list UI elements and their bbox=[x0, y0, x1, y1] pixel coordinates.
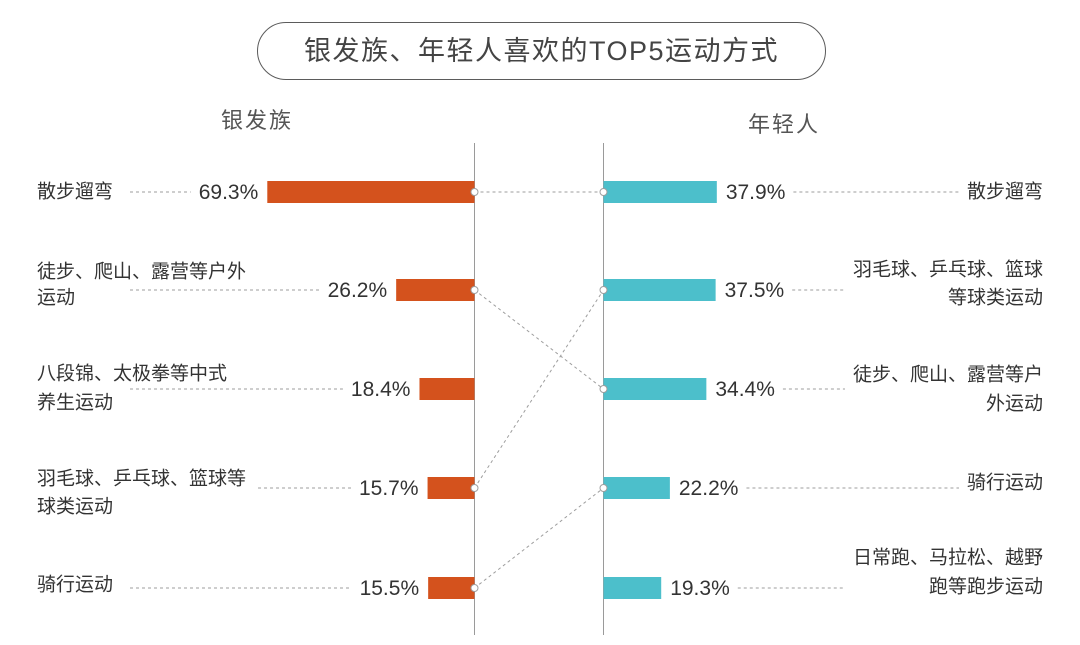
senior-bar bbox=[396, 279, 475, 301]
youth-category-label: 徒步、爬山、露营等户 bbox=[853, 364, 1043, 386]
connector-dots bbox=[470, 188, 608, 592]
senior-category-label: 八段锦、太极拳等中式 bbox=[37, 363, 227, 385]
chart-title-pill: 银发族、年轻人喜欢的TOP5运动方式 bbox=[257, 22, 826, 80]
senior-value-number: 15.5 bbox=[360, 577, 401, 600]
senior-connector-dot bbox=[470, 286, 479, 294]
senior-connector-dot bbox=[470, 484, 479, 492]
senior-value-unit: % bbox=[392, 378, 411, 401]
youth-bar bbox=[603, 378, 707, 400]
youth-value-unit: % bbox=[711, 577, 730, 600]
youth-category-label: 散步遛弯 bbox=[967, 181, 1043, 203]
senior-category-label: 球类运动 bbox=[37, 496, 113, 518]
senior-value-unit: % bbox=[400, 477, 419, 500]
senior-value-label: 69.3% bbox=[199, 181, 259, 204]
senior-bar bbox=[427, 477, 475, 499]
youth-value-unit: % bbox=[767, 181, 786, 204]
youth-value-label: 34.4% bbox=[715, 378, 775, 401]
senior-bar bbox=[419, 378, 475, 400]
youth-connector-dot bbox=[599, 286, 608, 294]
senior-value-unit: % bbox=[240, 181, 259, 204]
senior-category-label: 羽毛球、乒乓球、篮球等 bbox=[37, 468, 246, 490]
connector-line bbox=[474, 289, 604, 390]
senior-panel-header: 银发族 bbox=[220, 108, 293, 133]
axes bbox=[474, 143, 604, 635]
youth-value-number: 34.4 bbox=[715, 378, 756, 401]
senior-value-label: 26.2% bbox=[328, 279, 388, 302]
youth-value-label: 37.9% bbox=[726, 181, 786, 204]
senior-value-number: 15.7 bbox=[359, 477, 400, 500]
youth-bar bbox=[603, 477, 670, 499]
senior-category-label: 运动 bbox=[37, 287, 75, 309]
chart-title: 银发族、年轻人喜欢的TOP5运动方式 bbox=[303, 35, 780, 66]
bars bbox=[267, 181, 717, 599]
youth-value-number: 19.3 bbox=[670, 577, 711, 600]
senior-connector-dot bbox=[470, 188, 479, 196]
youth-bar bbox=[603, 279, 716, 301]
senior-category-label: 散步遛弯 bbox=[37, 181, 113, 203]
senior-bar bbox=[428, 577, 475, 599]
youth-value-label: 22.2% bbox=[679, 477, 739, 500]
youth-category-label: 等球类运动 bbox=[948, 287, 1043, 309]
senior-bar bbox=[267, 181, 475, 203]
labels: 69.3%散步遛弯26.2%徒步、爬山、露营等户外运动18.4%八段锦、太极拳等… bbox=[37, 181, 1043, 600]
youth-bar bbox=[603, 577, 662, 599]
youth-value-number: 22.2 bbox=[679, 477, 720, 500]
youth-value-unit: % bbox=[756, 378, 775, 401]
youth-connector-dot bbox=[599, 385, 608, 393]
youth-connector-dot bbox=[599, 484, 608, 492]
youth-category-label: 羽毛球、乒乓球、篮球 bbox=[853, 259, 1043, 281]
youth-category-label: 日常跑、马拉松、越野 bbox=[853, 547, 1043, 569]
youth-value-unit: % bbox=[720, 477, 739, 500]
connector-line bbox=[474, 289, 604, 489]
senior-connector-dot bbox=[470, 584, 479, 592]
senior-value-label: 15.7% bbox=[359, 477, 419, 500]
youth-panel-header: 年轻人 bbox=[747, 112, 820, 137]
youth-value-number: 37.5 bbox=[725, 279, 766, 302]
senior-category-label: 骑行运动 bbox=[37, 574, 113, 596]
youth-value-number: 37.9 bbox=[726, 181, 767, 204]
youth-value-label: 37.5% bbox=[725, 279, 785, 302]
youth-category-label: 跑等跑步运动 bbox=[929, 576, 1043, 598]
senior-value-number: 69.3 bbox=[199, 181, 240, 204]
youth-category-label: 外运动 bbox=[986, 393, 1043, 415]
senior-value-unit: % bbox=[400, 577, 419, 600]
youth-bar bbox=[603, 181, 717, 203]
senior-value-label: 15.5% bbox=[360, 577, 420, 600]
connector-line bbox=[474, 487, 604, 589]
youth-value-label: 19.3% bbox=[670, 577, 730, 600]
senior-value-unit: % bbox=[368, 279, 387, 302]
youth-value-unit: % bbox=[766, 279, 785, 302]
youth-category-label: 骑行运动 bbox=[967, 472, 1043, 494]
senior-value-number: 26.2 bbox=[328, 279, 369, 302]
dashed-lines bbox=[130, 191, 959, 589]
senior-category-label: 徒步、爬山、露营等户外 bbox=[37, 261, 246, 283]
senior-value-number: 18.4 bbox=[351, 378, 392, 401]
senior-category-label: 养生运动 bbox=[37, 392, 113, 414]
senior-value-label: 18.4% bbox=[351, 378, 411, 401]
youth-connector-dot bbox=[599, 188, 608, 196]
